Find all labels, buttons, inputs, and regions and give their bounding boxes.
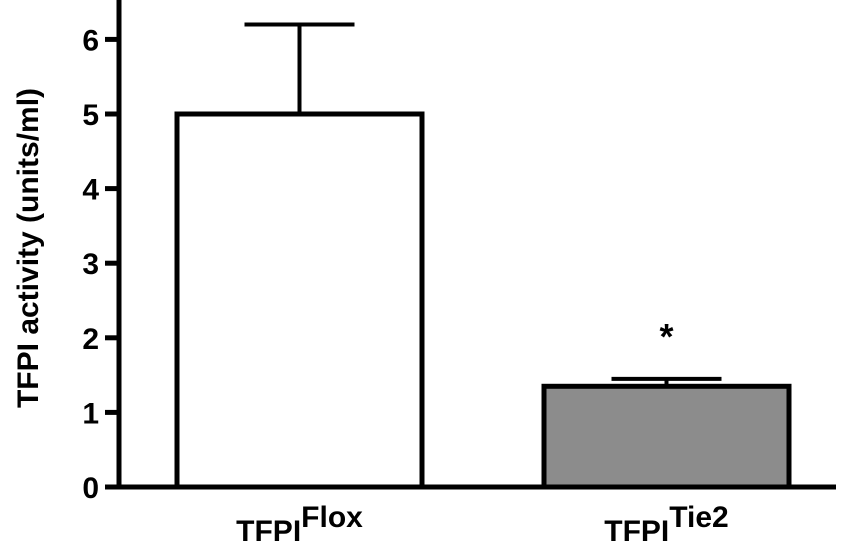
y-tick-label: 3 [82, 248, 99, 281]
y-tick-label: 4 [82, 174, 99, 207]
y-tick-label: 2 [82, 323, 99, 356]
x-tick-label-superscript: Tie2 [669, 501, 729, 534]
y-tick-label: 1 [82, 397, 99, 430]
y-tick-label: 5 [82, 99, 99, 132]
x-tick-label: TFPIFlox [236, 501, 363, 548]
x-tick-label-superscript: Flox [301, 501, 363, 534]
y-tick-label: 6 [82, 24, 99, 57]
bar [174, 111, 425, 490]
bar [541, 383, 792, 490]
x-tick-label-base: TFPI [604, 515, 669, 548]
y-tick-label: 0 [82, 472, 99, 505]
x-tick-label-base: TFPI [236, 515, 301, 548]
significance-marker: * [659, 316, 673, 357]
y-axis-label: TFPI activity (units/ml) [12, 88, 45, 408]
x-tick-label: TFPITie2 [604, 501, 729, 548]
